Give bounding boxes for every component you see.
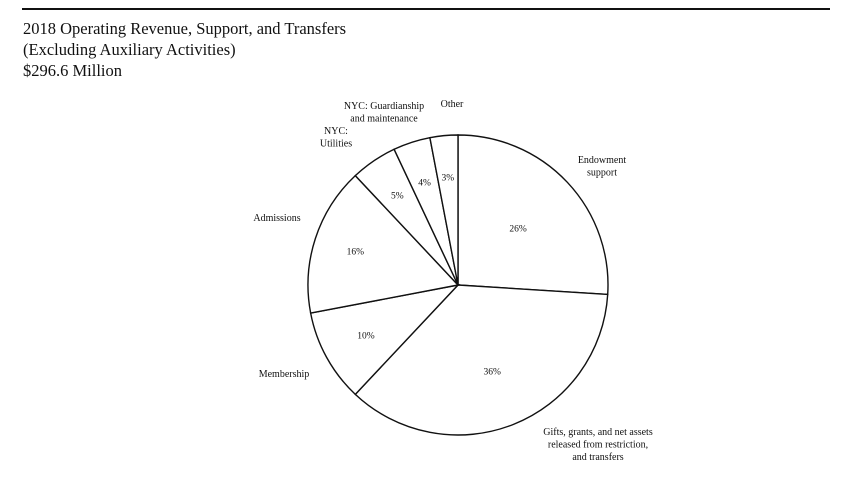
pie-slice (429, 134, 459, 286)
slice-category-label: NYC: Guardianship and maintenance (344, 101, 424, 125)
chart-total: $296.6 Million (23, 61, 123, 80)
slice-category-label: Other (441, 99, 464, 110)
chart-subtitle: (Excluding Auxiliary Activities) (23, 40, 236, 59)
slice-category-label: Admissions (253, 213, 300, 224)
chart-title: 2018 Operating Revenue, Support, and Tra… (23, 19, 347, 38)
top-rule (22, 8, 830, 10)
chart-header: 2018 Operating Revenue, Support, and Tra… (23, 18, 346, 81)
slice-category-label: NYC: Utilities (320, 126, 352, 150)
slice-category-label: Endowment support (578, 155, 627, 179)
slice-percent-label: 5% (391, 192, 404, 202)
slice-percent-label: 3% (442, 173, 455, 183)
slice-category-label: Gifts, grants, and net assets released fr… (543, 427, 653, 463)
pie-slice (457, 134, 609, 296)
slice-percent-label: 10% (357, 332, 375, 342)
slice-percent-label: 4% (418, 178, 431, 188)
pie-slice (309, 283, 460, 396)
slice-percent-label: 16% (347, 248, 365, 258)
slice-percent-label: 26% (509, 225, 527, 235)
slice-category-label: Membership (259, 369, 310, 380)
pie-slice (307, 174, 460, 314)
pie-slice (354, 284, 609, 436)
slice-percent-label: 36% (484, 367, 502, 377)
